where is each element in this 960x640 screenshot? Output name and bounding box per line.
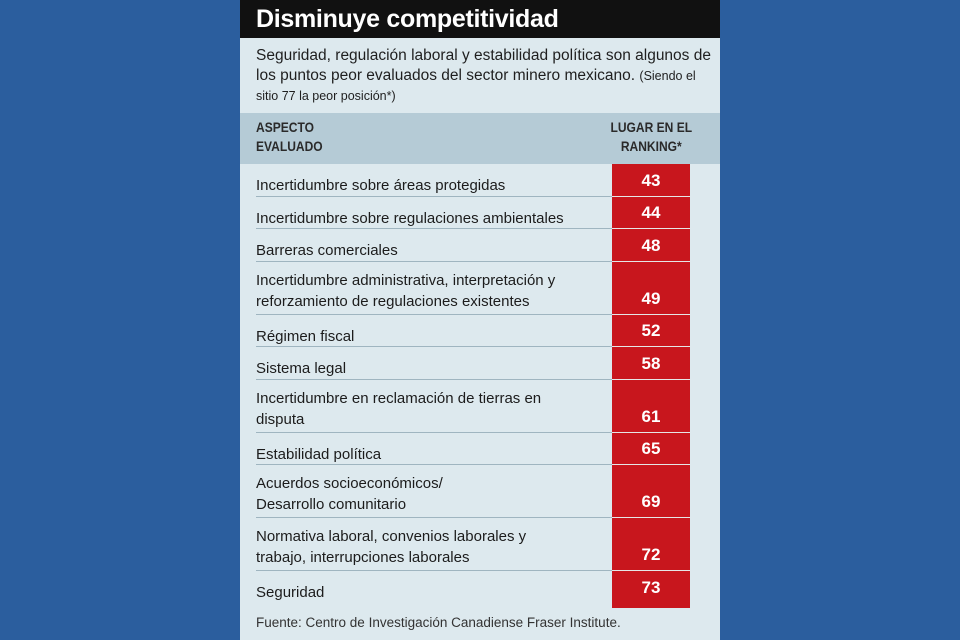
aspect-label: Incertidumbre en reclamación de tierras … (256, 389, 542, 428)
rank-value: 43 (641, 170, 661, 190)
intro-text: Seguridad, regulación laboral y estabili… (256, 46, 711, 106)
intro-body: Seguridad, regulación laboral y estabili… (256, 47, 711, 84)
rank-divider (612, 570, 690, 571)
rank-divider (612, 228, 690, 229)
table-row: Estabilidad política 65 (240, 433, 720, 465)
row-divider (256, 260, 690, 262)
column-header-rank: LUGAR EN EL RANKING* (610, 119, 693, 154)
aspect-label: Seguridad (256, 584, 325, 601)
aspect-label: Incertidumbre administrativa, interpreta… (256, 271, 556, 310)
table-row: Barreras comerciales 48 (240, 229, 720, 262)
rank-divider (612, 260, 690, 262)
rank-value: 48 (641, 235, 661, 255)
table-row: Régimen fiscal 52 (240, 315, 720, 347)
rank-value: 58 (641, 353, 661, 373)
row-divider (256, 228, 690, 229)
table-row: Incertidumbre administrativa, interpreta… (240, 262, 720, 315)
infographic-card: Disminuye competitividad Seguridad, regu… (240, 0, 720, 640)
rank-value: 65 (641, 439, 661, 458)
row-divider (256, 517, 690, 518)
title-bar: Disminuye competitividad (240, 0, 720, 38)
rank-column-background (612, 164, 690, 608)
rank-divider (612, 517, 690, 518)
aspect-label: Régimen fiscal (256, 327, 355, 345)
rank-divider (612, 346, 690, 347)
aspect-label: Normativa laboral, convenios laborales y… (256, 528, 527, 566)
source-note: Fuente: Centro de Investigación Canadien… (256, 615, 621, 630)
table-row: Incertidumbre sobre regulaciones ambient… (240, 197, 720, 229)
row-divider (256, 313, 690, 315)
rank-value: 72 (641, 545, 661, 564)
table-row: Seguridad 73 (240, 571, 720, 604)
aspect-label: Estabilidad política (256, 445, 382, 463)
row-divider (256, 431, 690, 433)
table-row: Incertidumbre en reclamación de tierras … (240, 380, 720, 433)
table-header-band (240, 113, 720, 164)
row-divider (256, 195, 690, 197)
aspect-label: Incertidumbre sobre regulaciones ambient… (256, 209, 564, 227)
table-row: Normativa laboral, convenios laborales y… (240, 518, 720, 571)
rank-value: 49 (641, 288, 661, 308)
row-divider (256, 570, 690, 571)
rank-value: 52 (641, 321, 661, 340)
page-title: Disminuye competitividad (256, 5, 559, 33)
rank-divider (612, 378, 690, 380)
rank-divider (612, 464, 690, 465)
rank-value: 73 (641, 577, 661, 597)
aspect-label: Incertidumbre sobre áreas protegidas (256, 177, 506, 194)
row-divider (256, 378, 690, 380)
row-divider (256, 464, 690, 465)
rank-divider (612, 313, 690, 315)
aspect-label: Acuerdos socioeconómicos/ Desarrollo com… (256, 475, 443, 513)
row-divider (256, 346, 690, 347)
rank-divider (612, 195, 690, 197)
column-header-aspect: ASPECTO EVALUADO (256, 119, 323, 154)
intro-note: (Siendo el sitio 77 la peor posición*) (256, 69, 696, 103)
table-row: Sistema legal 58 (240, 347, 720, 380)
rank-divider (612, 431, 690, 433)
aspect-label: Barreras comerciales (256, 242, 398, 259)
aspect-label: Sistema legal (256, 360, 347, 377)
rank-value: 69 (641, 492, 661, 511)
table-row: Acuerdos socioeconómicos/ Desarrollo com… (240, 465, 720, 518)
table-row: Incertidumbre sobre áreas protegidas 43 (240, 164, 720, 197)
rank-value: 61 (641, 406, 661, 426)
rank-value: 44 (641, 203, 661, 222)
